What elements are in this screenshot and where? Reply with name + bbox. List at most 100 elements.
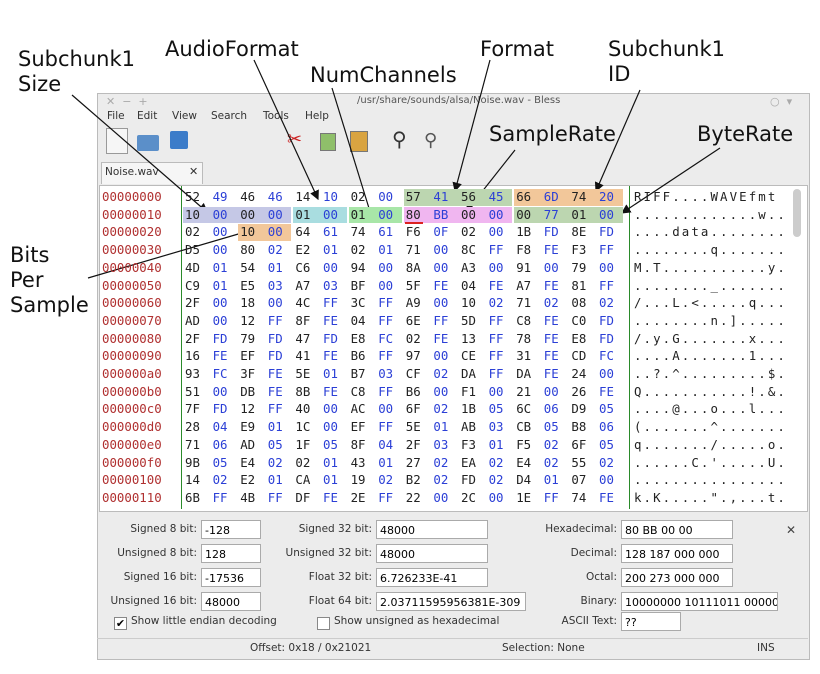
hex-byte[interactable]: 8B: [295, 383, 311, 399]
hex-byte[interactable]: 01: [267, 419, 283, 435]
hex-byte[interactable]: 00: [378, 259, 394, 275]
field-value[interactable]: 48000: [201, 592, 261, 611]
hex-byte[interactable]: 94: [350, 259, 366, 275]
hex-byte[interactable]: E8: [350, 330, 366, 346]
hex-byte[interactable]: 00: [599, 206, 614, 222]
hex-byte[interactable]: 80: [405, 206, 421, 222]
hex-byte[interactable]: 5E: [295, 366, 311, 381]
hex-byte[interactable]: 40: [295, 401, 311, 417]
hex-byte[interactable]: 71: [185, 436, 200, 452]
hex-byte[interactable]: F6: [405, 224, 421, 240]
hex-byte[interactable]: 02: [461, 224, 476, 240]
hex-byte[interactable]: FC: [378, 330, 394, 346]
hex-byte[interactable]: 79: [571, 259, 587, 275]
hex-byte[interactable]: FE: [267, 366, 283, 381]
checkbox-label[interactable]: Show unsigned as hexadecimal: [334, 615, 500, 627]
hex-byte[interactable]: 51: [185, 383, 200, 399]
hex-byte[interactable]: D4: [516, 472, 532, 488]
hex-byte[interactable]: FD: [599, 330, 614, 346]
hex-byte[interactable]: 03: [267, 277, 283, 293]
hex-byte[interactable]: 91: [516, 259, 532, 275]
hex-byte[interactable]: 03: [433, 436, 449, 452]
hex-byte[interactable]: 10: [461, 295, 476, 311]
hex-byte[interactable]: 41: [433, 189, 449, 204]
hex-byte[interactable]: 43: [350, 454, 366, 470]
ascii-text[interactable]: ....data........: [634, 224, 787, 240]
hex-byte[interactable]: 02: [433, 401, 449, 417]
hex-byte[interactable]: 2F: [185, 330, 200, 346]
hex-byte[interactable]: 00: [433, 242, 449, 258]
hex-byte[interactable]: FF: [378, 295, 394, 311]
ascii-text[interactable]: ..?.^.........$.: [634, 366, 787, 381]
hex-byte[interactable]: 71: [516, 295, 532, 311]
hex-byte[interactable]: 79: [240, 330, 256, 346]
hex-byte[interactable]: 6F: [571, 436, 587, 452]
hex-byte[interactable]: FF: [488, 330, 504, 346]
hex-byte[interactable]: DA: [461, 366, 476, 381]
hex-byte[interactable]: 02: [543, 295, 559, 311]
hex-byte[interactable]: 02: [433, 454, 449, 470]
hex-byte[interactable]: 9B: [185, 454, 200, 470]
hex-byte[interactable]: 02: [212, 472, 228, 488]
ascii-text[interactable]: k.K.....".,...t.: [634, 489, 787, 505]
hex-byte[interactable]: 28: [185, 419, 200, 435]
menu-item[interactable]: Tools: [263, 110, 289, 122]
hex-byte[interactable]: 27: [405, 454, 421, 470]
field-value[interactable]: -128: [201, 520, 261, 539]
hex-byte[interactable]: FE: [599, 489, 614, 505]
ascii-text[interactable]: /...L.<.....q...: [634, 295, 787, 311]
hex-byte[interactable]: FF: [378, 419, 394, 435]
hex-byte[interactable]: FD: [267, 330, 283, 346]
hex-byte[interactable]: 00: [433, 383, 449, 399]
hex-byte[interactable]: 02: [350, 242, 366, 258]
hex-byte[interactable]: 1B: [461, 401, 476, 417]
field-value[interactable]: 128: [201, 544, 261, 563]
hex-byte[interactable]: C6: [295, 259, 311, 275]
hex-byte[interactable]: 6D: [543, 189, 559, 204]
hex-byte[interactable]: 00: [212, 242, 228, 258]
hex-byte[interactable]: 5E: [405, 419, 421, 435]
hex-byte[interactable]: 01: [571, 206, 587, 222]
hex-byte[interactable]: FD: [212, 401, 228, 417]
hex-byte[interactable]: 71: [405, 242, 421, 258]
hex-byte[interactable]: 4D: [185, 259, 200, 275]
menu-item[interactable]: Search: [211, 110, 248, 122]
hex-byte[interactable]: FC: [212, 366, 228, 381]
hex-byte[interactable]: 1B: [516, 224, 532, 240]
hex-byte[interactable]: FF: [267, 312, 283, 328]
hex-byte[interactable]: 00: [240, 206, 256, 222]
hex-byte[interactable]: 64: [295, 224, 311, 240]
hex-byte[interactable]: D5: [185, 242, 200, 258]
hex-byte[interactable]: 5D: [461, 312, 476, 328]
hex-byte[interactable]: 52: [185, 189, 200, 204]
hex-byte[interactable]: 00: [433, 489, 449, 505]
hex-byte[interactable]: 00: [488, 383, 504, 399]
field-value[interactable]: 2.03711595956381E-309: [376, 592, 526, 611]
hex-byte[interactable]: 02: [185, 224, 200, 240]
hex-byte[interactable]: 00: [323, 206, 338, 222]
hex-byte[interactable]: 00: [378, 401, 394, 417]
hex-byte[interactable]: 6E: [405, 312, 421, 328]
tab-close[interactable]: ✕: [189, 165, 199, 178]
hex-byte[interactable]: F5: [516, 436, 532, 452]
hex-byte[interactable]: FE: [543, 312, 559, 328]
hex-byte[interactable]: 77: [543, 206, 559, 222]
hex-byte[interactable]: FF: [378, 383, 394, 399]
hex-byte[interactable]: 06: [212, 436, 228, 452]
hex-byte[interactable]: 01: [323, 454, 338, 470]
hex-byte[interactable]: E8: [571, 330, 587, 346]
hex-byte[interactable]: 04: [461, 277, 476, 293]
hex-byte[interactable]: FE: [267, 383, 283, 399]
hex-byte[interactable]: 45: [488, 189, 504, 204]
hex-byte[interactable]: 00: [488, 206, 504, 222]
hex-byte[interactable]: 1C: [295, 419, 311, 435]
hex-byte[interactable]: 22: [405, 489, 421, 505]
hex-byte[interactable]: 01: [267, 259, 283, 275]
hex-byte[interactable]: 66: [516, 189, 532, 204]
hex-byte[interactable]: 00: [433, 348, 449, 364]
hex-byte[interactable]: 8A: [405, 259, 421, 275]
hex-byte[interactable]: CD: [571, 348, 587, 364]
hex-byte[interactable]: EF: [240, 348, 256, 364]
hex-byte[interactable]: 2C: [461, 489, 476, 505]
hex-byte[interactable]: 02: [350, 189, 366, 204]
